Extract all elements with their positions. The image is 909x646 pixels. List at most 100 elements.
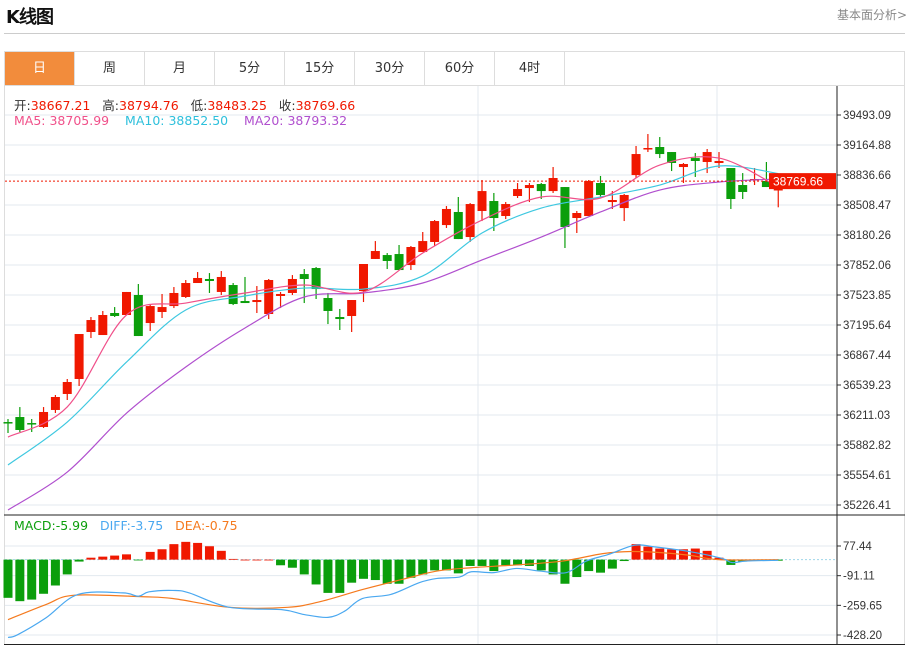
ma10-value: 38852.50 xyxy=(168,113,229,128)
price-tick-label: 38508.47 xyxy=(843,200,891,212)
candle-up xyxy=(62,382,72,394)
dea-line xyxy=(7,550,779,621)
macd-bar xyxy=(122,554,131,560)
fundamental-analysis-link[interactable]: 基本面分析> xyxy=(836,8,907,22)
price-tick-label: 36539.23 xyxy=(843,380,891,392)
current-price-label: 38769.66 xyxy=(773,175,823,189)
candle-up xyxy=(181,283,191,297)
candle-down xyxy=(311,268,321,290)
candle-up xyxy=(643,148,653,150)
macd-bar xyxy=(465,559,475,566)
current-price-badge xyxy=(769,173,836,190)
macd-tick-label: 77.44 xyxy=(843,541,872,553)
candle-down xyxy=(761,181,771,188)
low-label: 低: xyxy=(190,98,208,113)
candle-down xyxy=(323,298,333,311)
macd-bar xyxy=(347,559,357,583)
page-title: K线图 xyxy=(6,7,54,28)
macd-bar xyxy=(74,559,84,562)
candle-up xyxy=(74,334,84,379)
tab-5min[interactable]: 5分 xyxy=(215,52,285,85)
candle-up xyxy=(607,200,617,203)
macd-tick-label: -428.20 xyxy=(843,630,882,642)
candle-up xyxy=(406,246,416,266)
candle-down xyxy=(382,255,392,261)
macd-bar xyxy=(382,559,392,584)
tab-month[interactable]: 月 xyxy=(145,52,215,85)
candle-up xyxy=(264,279,274,314)
ohlc-info: 开:38667.21 高:38794.76 低:38483.25 收:38769… xyxy=(14,95,355,114)
macd-bar xyxy=(110,555,120,560)
candle-up xyxy=(145,306,155,324)
high-value: 38794.76 xyxy=(119,98,179,113)
candle-down xyxy=(3,422,13,424)
macd-bar xyxy=(193,542,203,560)
candle-up xyxy=(359,263,368,292)
macd-bar xyxy=(240,559,250,561)
tab-4hour[interactable]: 4时 xyxy=(495,52,565,85)
candle-up xyxy=(501,204,511,217)
macd-bar xyxy=(453,559,463,574)
macd-bar xyxy=(655,548,665,560)
dea-label: DEA: xyxy=(175,518,206,533)
macd-bar xyxy=(477,559,487,566)
close-value: 38769.66 xyxy=(295,98,356,113)
candle-down xyxy=(667,152,677,163)
macd-bar xyxy=(252,559,262,561)
diff-line xyxy=(7,544,779,639)
macd-bar xyxy=(133,559,143,561)
macd-bar xyxy=(169,544,179,560)
macd-bar xyxy=(86,557,96,560)
tab-60min[interactable]: 60分 xyxy=(425,52,495,85)
candle-up xyxy=(513,189,523,196)
candle-up xyxy=(193,277,203,284)
macd-bar xyxy=(323,559,333,593)
candle-up xyxy=(86,320,96,333)
macd-bar xyxy=(524,559,534,566)
candle-up xyxy=(548,177,558,192)
candle-up xyxy=(252,300,262,303)
candle-up xyxy=(477,191,487,211)
tab-15min[interactable]: 15分 xyxy=(285,52,355,85)
macd-bar xyxy=(299,559,309,575)
macd-bar xyxy=(738,559,748,562)
price-tick-label: 37195.64 xyxy=(843,320,892,332)
candle-up xyxy=(678,164,688,168)
open-value: 38667.21 xyxy=(30,98,91,113)
candle-up xyxy=(619,194,629,209)
tab-week[interactable]: 周 xyxy=(75,52,145,85)
ma20-value: 38793.32 xyxy=(287,113,348,128)
price-tick-label: 39164.88 xyxy=(843,140,891,152)
ma20-label: MA20: xyxy=(244,113,288,128)
price-tick-label: 37852.06 xyxy=(843,260,891,272)
macd-bar xyxy=(584,559,594,572)
tab-30min[interactable]: 30分 xyxy=(355,52,425,85)
candle-down xyxy=(110,312,120,317)
candle-down xyxy=(560,187,570,227)
macd-tick-label: -259.65 xyxy=(843,600,882,612)
price-tick-label: 35882.82 xyxy=(843,440,891,452)
macd-bar xyxy=(15,559,25,602)
macd-bar xyxy=(157,549,167,560)
macd-bar xyxy=(27,559,37,600)
candle-down xyxy=(335,317,345,320)
tab-day[interactable]: 日 xyxy=(5,52,75,85)
candle-up xyxy=(418,241,428,253)
period-tabs: 日 周 月 5分 15分 30分 60分 4时 xyxy=(4,51,905,86)
macd-bar xyxy=(548,559,558,575)
candle-down xyxy=(489,201,499,219)
ma5-value: 38705.99 xyxy=(49,113,110,128)
price-tick-label: 38180.26 xyxy=(843,230,891,242)
candle-up xyxy=(441,208,451,226)
candle-up xyxy=(157,307,167,312)
macd-bar xyxy=(773,559,783,561)
macd-bar xyxy=(276,559,286,566)
ma-info: MA5: 38705.99 MA10: 38852.50 MA20: 38793… xyxy=(14,113,347,128)
macd-bar xyxy=(643,546,653,560)
price-tick-label: 35554.61 xyxy=(843,470,891,482)
macd-bar xyxy=(690,548,700,560)
candle-down xyxy=(394,254,404,271)
ma20-line xyxy=(7,178,779,511)
macd-bar xyxy=(489,559,499,572)
